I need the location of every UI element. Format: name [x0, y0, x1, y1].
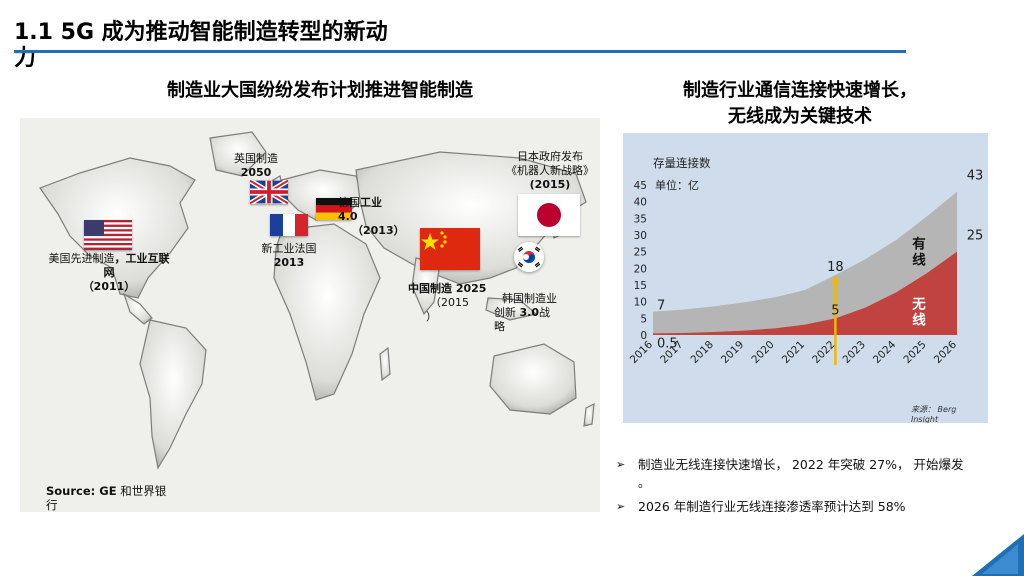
wired-series-label: 线 — [912, 251, 926, 268]
y-tick-label: 45 — [634, 180, 647, 192]
japan-plan-label: 日本政府发布 《机器人新战略》 (2015) — [500, 150, 600, 192]
uk-plan-label: 英国制造 2050 — [216, 152, 296, 180]
x-tick-label: 2016 — [628, 338, 656, 366]
japan-flag-icon — [518, 194, 580, 236]
korea-plan-line-2: 创新 3.0战 — [494, 306, 550, 319]
corner-triangle-icon — [972, 534, 1024, 576]
china-flag-icon — [420, 228, 480, 270]
japan-plan-line-1: 日本政府发布 — [517, 150, 583, 163]
arrow-bullet-icon: ➢ — [616, 458, 626, 471]
map-source-note: Source: GE 和世界银 行 — [46, 484, 206, 512]
x-tick-label: 2020 — [749, 339, 776, 366]
marker-arrow-head-icon — [831, 275, 840, 283]
right-heading-line-2: 无线成为关键技术 — [728, 106, 872, 127]
wireless-series-label: 无 — [911, 296, 926, 312]
y-tick-label: 15 — [634, 280, 647, 292]
germany-plan-year: （2013） — [352, 224, 405, 237]
x-tick-label: 2019 — [719, 339, 746, 366]
y-tick-label: 35 — [634, 213, 647, 225]
map-source-line-1: Source: GE 和世界银 — [46, 484, 167, 498]
y-tick-label: 5 — [640, 313, 647, 325]
korea-plan-line-3: 略 — [494, 320, 505, 333]
france-plan-year: 2013 — [273, 256, 305, 269]
france-plan-label: 新工业法国 2013 — [244, 242, 334, 270]
wired-series-label: 有 — [912, 235, 926, 252]
chart-unit: 单位：亿 — [655, 178, 699, 192]
data-label: 0.5 — [657, 336, 678, 351]
china-plan-name: 中国制造 2025 — [408, 282, 487, 295]
bullet-2: ➢ 2026 年制造行业无线连接渗透率预计达到 58% — [612, 498, 1012, 516]
usa-plan-name-cont: 网 — [103, 266, 115, 279]
page-title: 1.1 5G 成为推动智能制造转型的新动 力 — [14, 20, 454, 72]
germany-flag-icon — [316, 198, 352, 220]
data-label: 25 — [967, 229, 984, 244]
data-label: 7 — [657, 299, 665, 314]
left-heading: 制造业大国纷纷发布计划推进智能制造 — [167, 80, 473, 101]
y-tick-label: 40 — [634, 197, 647, 209]
japan-plan-year: (2015) — [529, 178, 571, 191]
y-tick-label: 10 — [634, 297, 647, 309]
usa-plan-year: （2011） — [82, 280, 136, 293]
data-label: 5 — [831, 303, 839, 318]
uk-flag-icon — [248, 178, 290, 206]
usa-plan-name: 美国先进制造，工业互联 — [48, 252, 170, 265]
x-tick-label: 2025 — [901, 339, 928, 366]
x-tick-label: 2022 — [810, 339, 837, 366]
korea-plan-line-1: 韩国制造业 — [502, 292, 557, 305]
japan-plan-line-2: 《机器人新战略》 — [506, 164, 594, 177]
y-tick-label: 0 — [640, 330, 647, 342]
usa-flag-icon — [84, 220, 132, 250]
wired-area — [653, 191, 957, 335]
arrow-bullet-icon: ➢ — [616, 500, 626, 513]
x-tick-label: 2021 — [780, 339, 807, 366]
x-tick-label: 2026 — [932, 338, 960, 366]
right-heading-line-1: 制造行业通信连接快速增长， — [683, 80, 917, 101]
germany-plan-label: 德国工业 4.0 （2013） — [338, 196, 428, 238]
wireless-series-label: 线 — [912, 311, 926, 328]
china-plan-year-close: ） — [426, 310, 437, 323]
chart-title: 存量连接数 — [653, 156, 711, 170]
y-tick-label: 30 — [634, 230, 647, 242]
chart-source-line-1: 来源： Berg — [911, 405, 956, 414]
data-label: 18 — [827, 260, 844, 275]
germany-plan-name: 德国工业 — [338, 196, 382, 209]
x-tick-label: 2018 — [689, 339, 716, 366]
chart-source-line-2: Insight — [911, 415, 939, 423]
wireless-area — [653, 251, 957, 335]
x-tick-label: 2023 — [841, 339, 868, 366]
uk-plan-name: 英国制造 — [234, 152, 278, 165]
germany-plan-version: 4.0 — [338, 210, 358, 223]
france-plan-name: 新工业法国 — [261, 242, 317, 255]
bullet-2-text: 2026 年制造行业无线连接渗透率预计达到 58% — [638, 499, 906, 514]
bullet-1: ➢ 制造业无线连接快速增长， 2022 年突破 27%， 开始爆发 。 — [612, 456, 1012, 492]
china-plan-label: 中国制造 2025 （2015 ） — [408, 282, 508, 324]
korea-flag-icon — [514, 242, 544, 272]
usa-plan-label: 美国先进制造，工业互联 网 （2011） — [34, 252, 184, 294]
x-tick-label: 2024 — [871, 338, 899, 366]
title-rule — [14, 50, 906, 53]
y-tick-label: 20 — [634, 263, 647, 275]
china-plan-year: （2015 — [430, 296, 469, 309]
france-flag-icon — [270, 214, 308, 236]
bullet-1-line-1: 制造业无线连接快速增长， 2022 年突破 27%， 开始爆发 — [638, 457, 964, 472]
uk-plan-year: 2050 — [240, 166, 272, 179]
right-heading: 制造行业通信连接快速增长， 无线成为关键技术 — [600, 78, 1000, 130]
chart-panel: 存量连接数 单位：亿 0 5 10 15 20 25 30 35 40 45 2016 2017 20… — [623, 133, 988, 424]
data-label: 43 — [967, 169, 984, 184]
korea-plan-label: 韩国制造业 创新 3.0战 略 — [488, 292, 568, 334]
data-labels: 7 0.5 18 5 43 25 — [657, 169, 983, 352]
y-axis-ticks: 0 5 10 15 20 25 30 35 40 45 — [634, 180, 647, 342]
map-source-line-2: 行 — [46, 498, 58, 512]
area-series — [653, 191, 957, 365]
world-map-panel: 英国制造 2050 德国工业 4.0 （2013） 新工业法国 2013 美国先… — [20, 118, 600, 512]
page-title-line-1: 1.1 5G 成为推动智能制造转型的新动 — [14, 20, 388, 45]
y-tick-label: 25 — [634, 247, 647, 259]
bullet-1-line-2: 。 — [638, 475, 651, 490]
